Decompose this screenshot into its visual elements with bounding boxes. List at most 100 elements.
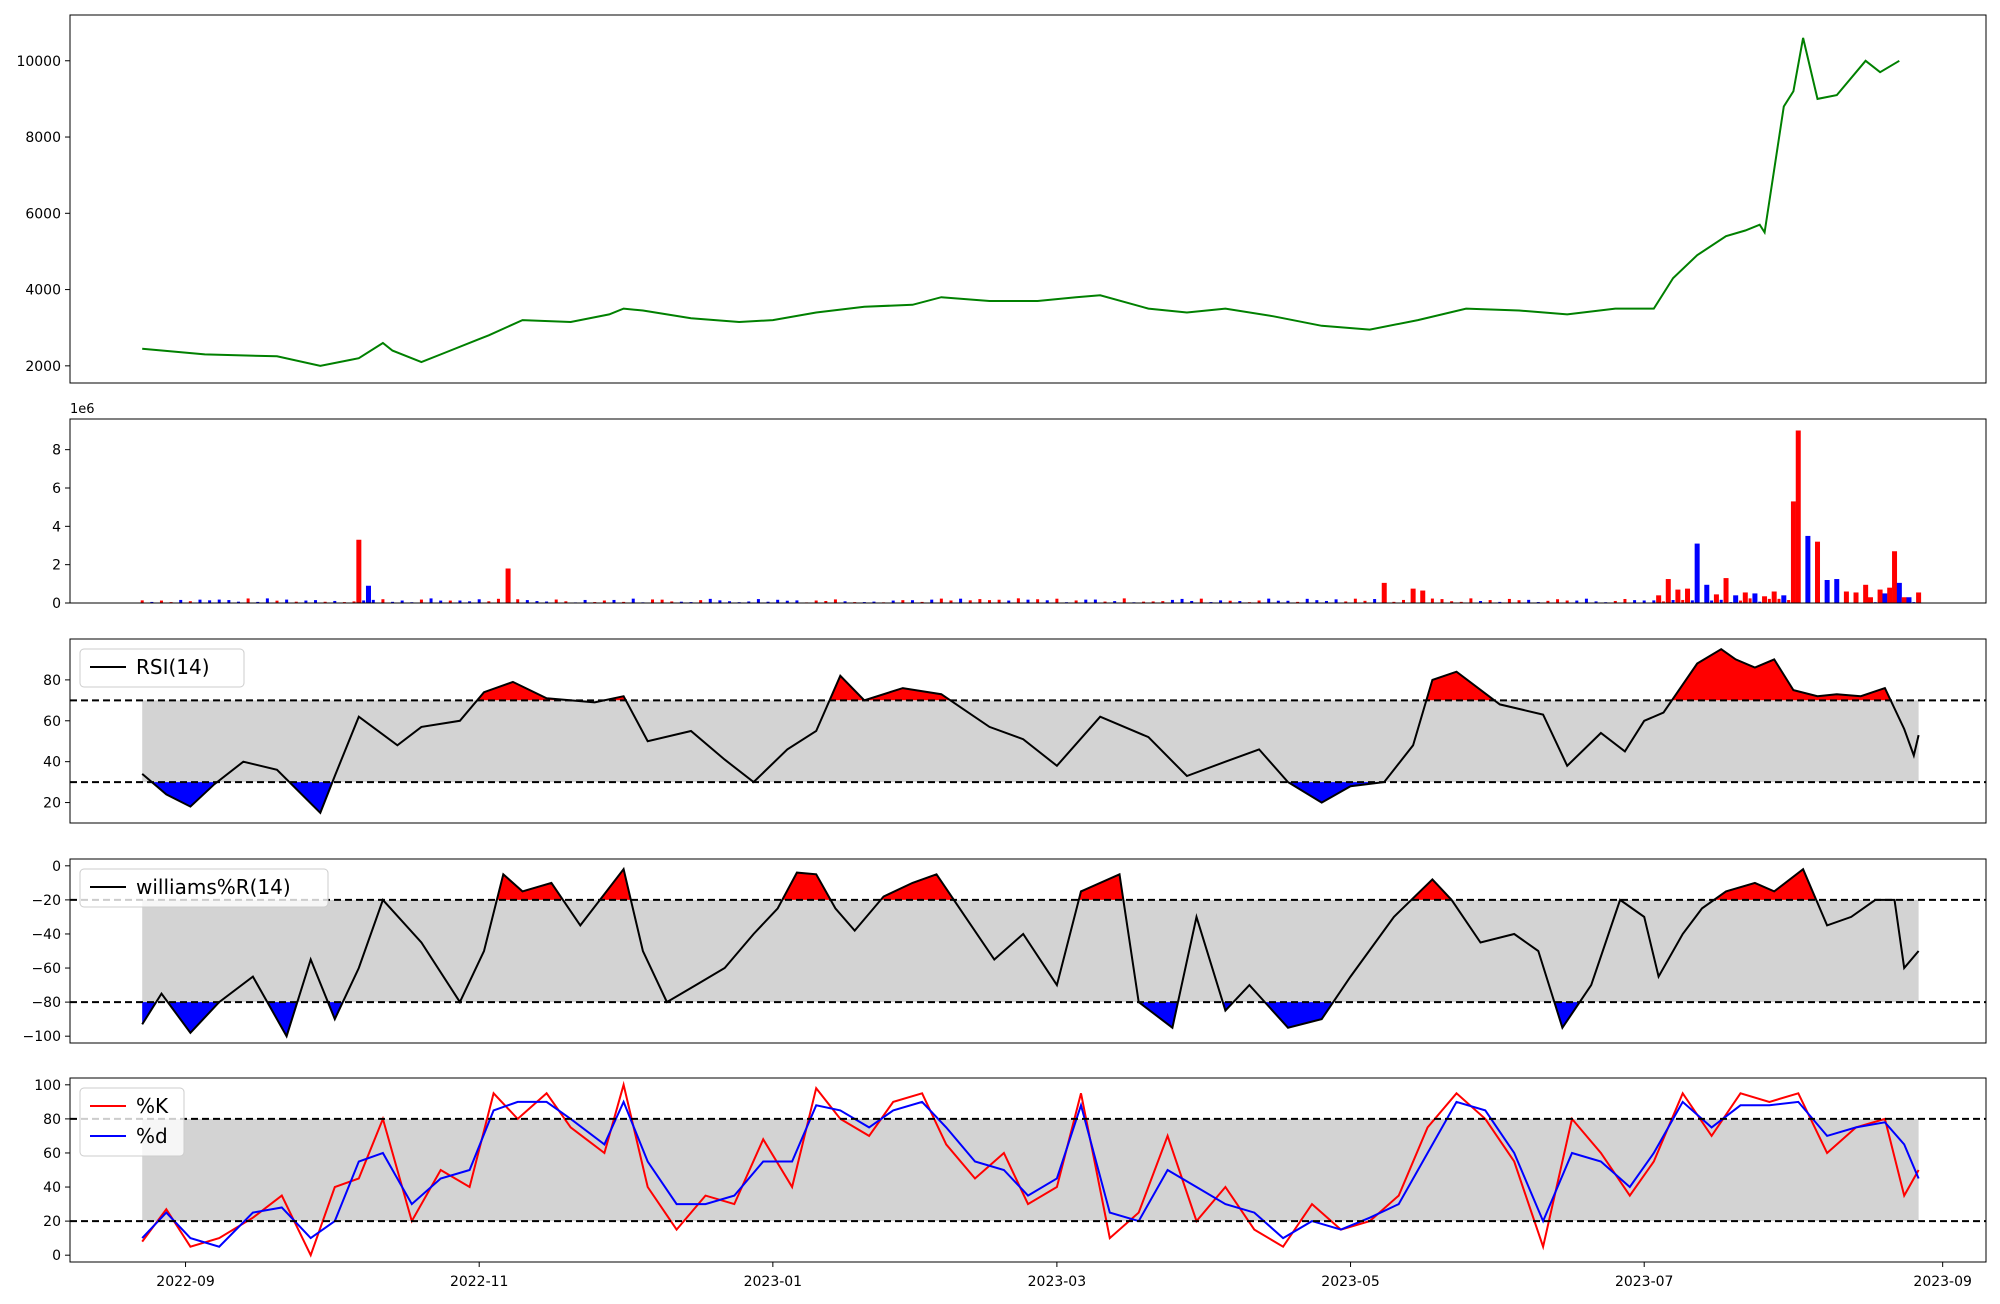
williams-overbought-fill bbox=[1411, 879, 1451, 900]
volume-bar-small bbox=[930, 600, 933, 603]
volume-bar bbox=[1892, 551, 1897, 603]
volume-bar-small bbox=[1441, 599, 1444, 603]
volume-bar bbox=[1805, 536, 1810, 603]
volume-bar bbox=[1772, 592, 1777, 604]
volume-bar-small bbox=[478, 599, 481, 603]
volume-ytick-label: 6 bbox=[52, 481, 61, 497]
volume-bar-small bbox=[381, 599, 384, 603]
rsi-oversold-fill bbox=[1288, 782, 1384, 803]
price-ytick-label: 4000 bbox=[25, 283, 61, 299]
volume-bar-small bbox=[1469, 598, 1472, 603]
volume-bar-small bbox=[1431, 599, 1434, 603]
volume-bar-small bbox=[266, 598, 269, 603]
rsi-ytick-label: 80 bbox=[43, 673, 61, 689]
volume-bar-small bbox=[661, 600, 664, 603]
volume-bar bbox=[1752, 593, 1757, 603]
volume-bar-small bbox=[1036, 599, 1039, 603]
volume-bar bbox=[1685, 589, 1690, 603]
rsi-overbought-fill bbox=[1672, 649, 1891, 700]
price-ytick-label: 10000 bbox=[16, 54, 61, 70]
volume-bar bbox=[1714, 594, 1719, 603]
volume-ytick-label: 4 bbox=[52, 519, 61, 535]
volume-bar-small bbox=[651, 599, 654, 603]
volume-bar bbox=[1666, 579, 1671, 603]
volume-bar bbox=[1656, 595, 1661, 603]
volume-bar-small bbox=[757, 599, 760, 603]
volume-bar bbox=[1897, 583, 1902, 603]
volume-ytick-label: 8 bbox=[52, 443, 61, 459]
volume-bar bbox=[1902, 597, 1907, 603]
williams-ytick-label: −20 bbox=[31, 893, 61, 909]
volume-ytick-label: 0 bbox=[52, 596, 61, 612]
volume-bar bbox=[1878, 590, 1883, 603]
stochastic-ytick-label: 60 bbox=[43, 1146, 61, 1162]
volume-bar-small bbox=[1123, 598, 1126, 603]
volume-bar bbox=[1916, 592, 1921, 603]
volume-bar-small bbox=[978, 599, 981, 603]
x-tick-label: 2023-01 bbox=[744, 1274, 803, 1290]
volume-bar bbox=[1695, 544, 1700, 603]
stochastic-legend: %K%d bbox=[80, 1088, 184, 1156]
volume-bar-small bbox=[285, 600, 288, 603]
williams-legend: williams%R(14) bbox=[80, 869, 328, 907]
volume-bar-small bbox=[1055, 599, 1058, 603]
volume-bar-small bbox=[247, 598, 250, 603]
volume-bar-small bbox=[1508, 599, 1511, 603]
rsi-overbought-fill bbox=[830, 676, 951, 701]
volume-bar-small bbox=[834, 599, 837, 603]
price-panel-frame bbox=[70, 15, 1986, 383]
volume-bar-small bbox=[959, 599, 962, 603]
volume-bar bbox=[1868, 597, 1873, 603]
stochastic-legend-label: %d bbox=[136, 1124, 168, 1148]
volume-bar bbox=[1382, 583, 1387, 603]
volume-bar-small bbox=[1306, 599, 1309, 603]
williams-overbought-fill bbox=[1714, 869, 1816, 900]
rsi-legend: RSI(14) bbox=[80, 649, 244, 687]
stochastic-ytick-label: 20 bbox=[43, 1214, 61, 1230]
volume-bar bbox=[1882, 593, 1887, 603]
volume-bar bbox=[1906, 597, 1911, 603]
stochastic-band-fill bbox=[142, 1119, 1918, 1221]
volume-bar-small bbox=[1017, 598, 1020, 603]
volume-bar-small bbox=[1623, 599, 1626, 603]
volume-bar bbox=[1762, 596, 1767, 603]
volume-bar bbox=[506, 569, 511, 604]
volume-bar bbox=[1834, 579, 1839, 603]
volume-bar bbox=[1791, 501, 1796, 603]
volume-bar-small bbox=[1373, 599, 1376, 603]
volume-bar-small bbox=[1585, 599, 1588, 603]
volume-bar bbox=[1844, 592, 1849, 604]
volume-exponent-label: 1e6 bbox=[70, 402, 95, 417]
x-tick-label: 2022-11 bbox=[450, 1274, 509, 1290]
x-tick-label: 2023-09 bbox=[1913, 1274, 1972, 1290]
price-ytick-label: 8000 bbox=[25, 130, 61, 146]
volume-bar-small bbox=[1749, 598, 1752, 603]
rsi-ytick-label: 40 bbox=[43, 755, 61, 771]
rsi-legend-label: RSI(14) bbox=[136, 655, 210, 679]
volume-bar bbox=[1815, 542, 1820, 603]
stochastic-ytick-label: 80 bbox=[43, 1112, 61, 1128]
williams-ytick-label: −100 bbox=[23, 1029, 61, 1045]
volume-bar bbox=[1781, 595, 1786, 603]
x-tick-label: 2023-03 bbox=[1028, 1274, 1087, 1290]
rsi-overbought-fill bbox=[477, 682, 571, 700]
volume-bar-small bbox=[497, 599, 500, 603]
volume-bar bbox=[1854, 592, 1859, 603]
rsi-overbought-fill bbox=[1426, 672, 1494, 701]
volume-bar bbox=[1704, 585, 1709, 603]
volume-bar-small bbox=[420, 600, 423, 603]
price-ytick-label: 6000 bbox=[25, 206, 61, 222]
volume-bar bbox=[1733, 595, 1738, 603]
williams-overbought-fill bbox=[881, 874, 954, 900]
volume-bar-small bbox=[1267, 599, 1270, 603]
volume-ytick-label: 2 bbox=[52, 558, 61, 574]
volume-bar bbox=[1863, 585, 1868, 603]
rsi-ytick-label: 20 bbox=[43, 796, 61, 812]
volume-bar bbox=[1825, 580, 1830, 603]
volume-bar bbox=[1887, 588, 1892, 603]
volume-bar-small bbox=[632, 599, 635, 603]
volume-bar-small bbox=[940, 599, 943, 603]
volume-bar-small bbox=[1768, 599, 1771, 603]
